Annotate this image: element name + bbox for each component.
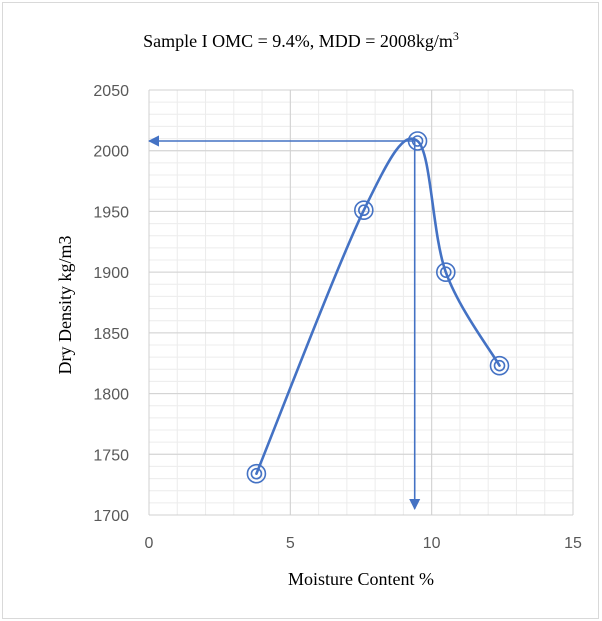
data-series xyxy=(246,131,510,484)
chart-title-superscript: 3 xyxy=(453,29,459,43)
y-tick-label: 1700 xyxy=(93,508,129,525)
annotation-arrows xyxy=(147,135,421,511)
data-point-marker xyxy=(407,131,428,151)
x-axis-ticks: 0 5 10 15 xyxy=(145,535,582,552)
y-tick-label: 1800 xyxy=(93,387,129,404)
y-tick-label: 1750 xyxy=(93,447,129,464)
x-tick-label: 5 xyxy=(286,535,295,552)
y-tick-label: 2050 xyxy=(93,83,129,100)
marker-inner-ring xyxy=(358,204,370,217)
series-line xyxy=(255,137,501,476)
y-tick-label: 1950 xyxy=(93,204,129,221)
y-axis-title: Dry Density kg/m3 xyxy=(55,236,75,375)
y-tick-label: 1850 xyxy=(93,326,129,343)
data-point-marker xyxy=(435,262,456,282)
chart-title: Sample I OMC = 9.4%, MDD = 2008kg/m3 xyxy=(143,29,459,51)
x-tick-label: 15 xyxy=(564,535,582,552)
y-axis-ticks: 1700 1750 1800 1850 1900 1950 2000 2050 xyxy=(93,83,129,525)
marker-inner-ring xyxy=(493,359,506,372)
compaction-chart: Sample I OMC = 9.4%, MDD = 2008kg/m3 0 5 1… xyxy=(55,29,582,589)
data-point-marker xyxy=(489,355,510,376)
marker-outer-ring xyxy=(407,131,428,151)
marker-outer-ring xyxy=(354,200,374,221)
x-tick-label: 0 xyxy=(145,535,154,552)
marker-outer-ring xyxy=(435,262,456,282)
marker-outer-ring xyxy=(489,355,510,376)
x-axis-title: Moisture Content % xyxy=(288,569,434,589)
x-tick-label: 10 xyxy=(423,535,441,552)
chart-title-text: Sample I OMC = 9.4%, MDD = 2008kg/m xyxy=(143,31,453,51)
marker-inner-ring xyxy=(411,135,424,147)
data-point-marker xyxy=(246,463,267,484)
data-point-marker xyxy=(354,200,374,221)
marker-outer-ring xyxy=(246,463,267,484)
marker-inner-ring xyxy=(250,467,263,480)
major-gridlines xyxy=(148,89,574,516)
y-tick-label: 1900 xyxy=(93,265,129,282)
minor-gridlines xyxy=(148,89,574,516)
marker-inner-ring xyxy=(439,266,452,278)
y-tick-label: 2000 xyxy=(93,144,129,161)
